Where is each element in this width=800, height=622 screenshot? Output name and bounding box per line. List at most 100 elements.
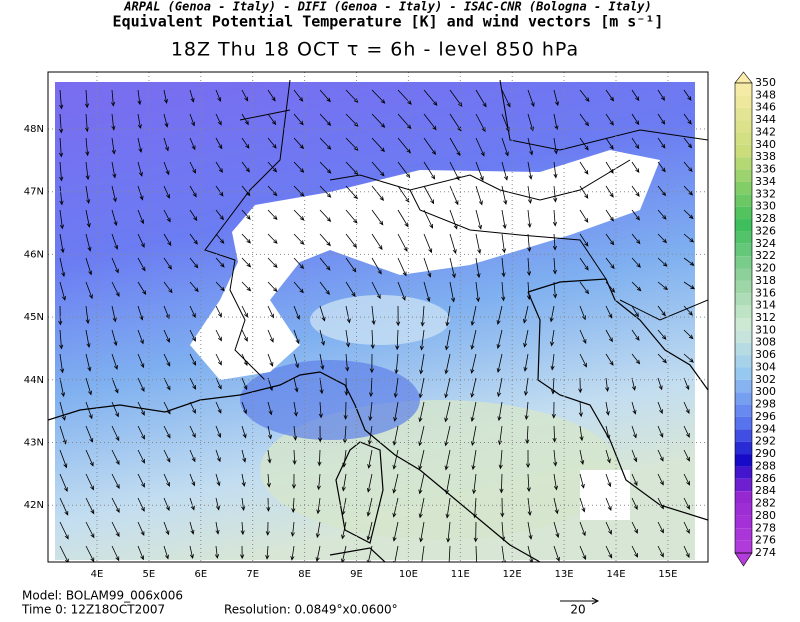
- wind-vector: [163, 353, 171, 367]
- wind-vector: [499, 473, 504, 494]
- colorbar-swatch: [735, 429, 752, 442]
- colorbar-swatch: [735, 355, 752, 368]
- wind-vector: [267, 137, 277, 149]
- wind-vector: [683, 329, 694, 340]
- wind-vector: [137, 521, 145, 537]
- wind-vector: [267, 353, 274, 367]
- wind-vector: [240, 521, 245, 536]
- wind-vector: [371, 137, 385, 153]
- lat-label: 42N: [24, 500, 44, 511]
- wind-vector: [578, 401, 583, 418]
- wind-vector: [85, 473, 94, 491]
- wind-vector: [496, 377, 503, 398]
- wind-vector: [111, 161, 117, 179]
- wind-vector: [472, 473, 477, 495]
- wind-vector: [473, 521, 478, 543]
- wind-vector: [423, 257, 432, 278]
- wind-vector: [241, 377, 248, 391]
- colorbar-swatch: [735, 206, 752, 220]
- lat-label: 46N: [24, 249, 44, 260]
- wind-vector: [501, 161, 508, 181]
- colorbar-label: 276: [755, 534, 776, 547]
- wind-vector: [189, 425, 196, 439]
- wind-vector: [419, 353, 425, 375]
- wind-vector: [497, 401, 503, 422]
- wind-vector: [524, 401, 529, 421]
- wind-vector: [657, 185, 667, 197]
- wind-vector: [683, 209, 694, 220]
- wind-vector: [215, 161, 223, 173]
- wind-vector: [367, 449, 373, 469]
- wind-vector: [371, 89, 386, 104]
- wind-vector: [345, 137, 359, 151]
- wind-vector: [605, 521, 612, 535]
- wind-vector: [215, 185, 224, 197]
- wind-vector: [631, 521, 638, 534]
- wind-vector: [189, 161, 196, 174]
- wind-vector: [397, 137, 411, 154]
- wind-vector: [59, 89, 64, 110]
- wind-vector: [241, 449, 247, 463]
- wind-vector: [683, 113, 692, 125]
- colorbar-swatch: [735, 379, 752, 393]
- wind-vector: [683, 449, 690, 462]
- wind-vector: [293, 137, 305, 150]
- colorbar-swatch: [735, 367, 752, 380]
- wind-vector: [501, 521, 506, 542]
- wind-vector: [367, 425, 373, 445]
- wind-vector: [523, 329, 529, 348]
- wind-vector: [163, 137, 169, 152]
- wind-vector: [657, 137, 666, 149]
- colorbar-bottom-triangle: [734, 552, 753, 567]
- colorbar-label: 280: [755, 509, 776, 522]
- wind-vector: [371, 305, 376, 326]
- wind-vector: [444, 353, 451, 375]
- wind-vector: [163, 425, 171, 439]
- wind-vector: [189, 401, 196, 414]
- wind-vector: [631, 425, 637, 439]
- wind-vector: [418, 449, 425, 471]
- wind-vector: [293, 113, 304, 126]
- wind-vector: [267, 161, 278, 173]
- wind-vector: [527, 521, 533, 540]
- wind-vector: [315, 521, 321, 539]
- colorbar-swatch: [735, 454, 752, 467]
- wind-vector: [605, 401, 610, 416]
- wind-vector: [163, 89, 168, 104]
- colorbar-label: 282: [755, 497, 776, 510]
- wind-vector: [683, 185, 694, 196]
- wind-vector: [631, 137, 640, 150]
- colorbar-label: 308: [755, 336, 776, 349]
- wind-vector: [341, 473, 347, 492]
- wind-vector: [396, 305, 401, 327]
- wind-vector: [631, 305, 639, 318]
- wind-vector: [631, 329, 640, 341]
- wind-vector: [267, 401, 273, 416]
- wind-vector: [522, 305, 529, 324]
- wind-vector: [523, 377, 529, 396]
- wind-vector: [472, 497, 477, 519]
- colorbar-swatch: [735, 95, 752, 108]
- wind-vector: [526, 257, 532, 277]
- wind-vector: [341, 521, 347, 540]
- wind-vector: [579, 89, 590, 102]
- colorbar-frame: [734, 82, 753, 554]
- wind-vector: [345, 89, 359, 103]
- wind-vector: [470, 353, 477, 374]
- wind-vector: [605, 353, 614, 366]
- wind-vector: [163, 473, 170, 487]
- colorbar-swatch: [735, 478, 752, 492]
- colorbar-swatch: [735, 540, 752, 553]
- colorbar-label: 312: [755, 311, 776, 324]
- colorbar-label: 334: [755, 175, 776, 188]
- wind-vector: [418, 497, 425, 519]
- wind-vector: [475, 89, 487, 108]
- wind-vector: [683, 401, 690, 415]
- wind-vector: [397, 89, 412, 105]
- wind-vector: [58, 305, 63, 326]
- wind-vector: [319, 233, 331, 247]
- wind-vector: [475, 161, 484, 182]
- wind-vector: [267, 305, 274, 319]
- wind-vector: [475, 137, 485, 157]
